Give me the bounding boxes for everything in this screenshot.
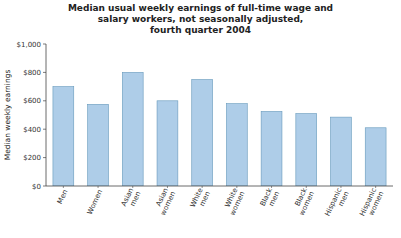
bars	[53, 72, 386, 186]
title: Median usual weekly earnings of full-tim…	[68, 3, 333, 35]
bar	[296, 114, 317, 186]
bar	[365, 128, 386, 186]
bar	[192, 80, 213, 187]
x-tick	[236, 186, 237, 188]
x-tick	[306, 186, 307, 188]
x-tick-label: Blackmen	[259, 186, 282, 211]
x-tick-label: Asianmen	[120, 187, 143, 211]
x-tick	[271, 186, 272, 188]
y-tick	[43, 72, 46, 73]
x-tick	[202, 186, 203, 188]
x-tick	[98, 186, 99, 188]
x-tick-label: Hispanicwomen	[358, 187, 385, 221]
chart: Median usual weekly earnings of full-tim…	[0, 0, 401, 238]
chart-container: Median usual weekly earnings of full-tim…	[0, 0, 401, 238]
y-tick	[43, 157, 46, 158]
bar	[226, 104, 247, 186]
x-tick	[375, 186, 376, 188]
y-tick-label: $600	[23, 97, 41, 105]
y-tick-label: $1,000	[17, 41, 42, 49]
bar	[88, 104, 109, 186]
y-tick	[43, 44, 46, 45]
bar	[261, 111, 282, 186]
y-tick-label: $400	[23, 126, 41, 134]
x-tick-label: Whitewomen	[221, 187, 246, 217]
x-tick-label: Women	[86, 189, 104, 216]
bar	[53, 87, 74, 186]
x-tick-label: Men	[56, 189, 70, 206]
x-tick	[63, 186, 64, 188]
y-axis-line	[46, 44, 47, 186]
bar	[122, 72, 143, 186]
x-tick-label: Asianwomen	[152, 187, 177, 217]
x-tick	[167, 186, 168, 188]
y-tick-label: $200	[23, 154, 41, 162]
bar	[157, 101, 178, 186]
y-tick-label: $800	[23, 69, 41, 77]
x-tick	[132, 186, 133, 188]
y-tick	[43, 129, 46, 130]
y-tick	[43, 186, 46, 187]
x-tick-label: Whitemen	[189, 187, 212, 212]
x-tick-label: Blackwomen	[291, 186, 317, 217]
y-axis-label: Median weekly earnings	[3, 70, 12, 161]
x-tick	[340, 186, 341, 188]
bar	[331, 117, 352, 186]
y-tick-label: $0	[32, 183, 41, 191]
x-tick-label: Hispanicmen	[324, 187, 351, 221]
y-tick	[43, 100, 46, 101]
